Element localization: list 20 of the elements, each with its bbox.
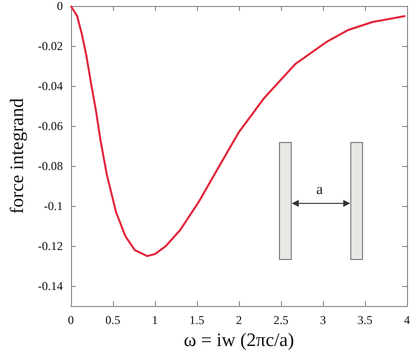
y-tick-label: -0.04 <box>38 79 63 94</box>
x-tick-label: 0.5 <box>105 313 120 328</box>
y-tick-label: -0.08 <box>38 159 63 174</box>
x-tick-label: 4 <box>404 313 410 328</box>
x-tick-label: 1 <box>152 313 158 328</box>
y-tick-label: -0.12 <box>38 239 63 254</box>
x-tick-label: 1.5 <box>189 313 204 328</box>
y-tick-label: -0.14 <box>38 279 63 294</box>
y-tick-label: 0 <box>56 0 63 13</box>
annotation: a <box>316 182 323 200</box>
x-tick-label: 3.5 <box>357 313 372 328</box>
x-tick-label: 2.5 <box>273 313 288 328</box>
y-axis-title: force integrand <box>7 98 28 214</box>
x-tick-label: 0 <box>68 313 74 328</box>
y-tick-label: -0.06 <box>38 119 63 134</box>
y-tick-label: -0.02 <box>38 39 63 54</box>
x-tick-label: 3 <box>320 313 326 328</box>
x-axis-title: ω = iw (2πc/a) <box>184 330 294 351</box>
y-tick-label: -0.1 <box>44 199 63 214</box>
x-tick-label: 2 <box>236 313 242 328</box>
